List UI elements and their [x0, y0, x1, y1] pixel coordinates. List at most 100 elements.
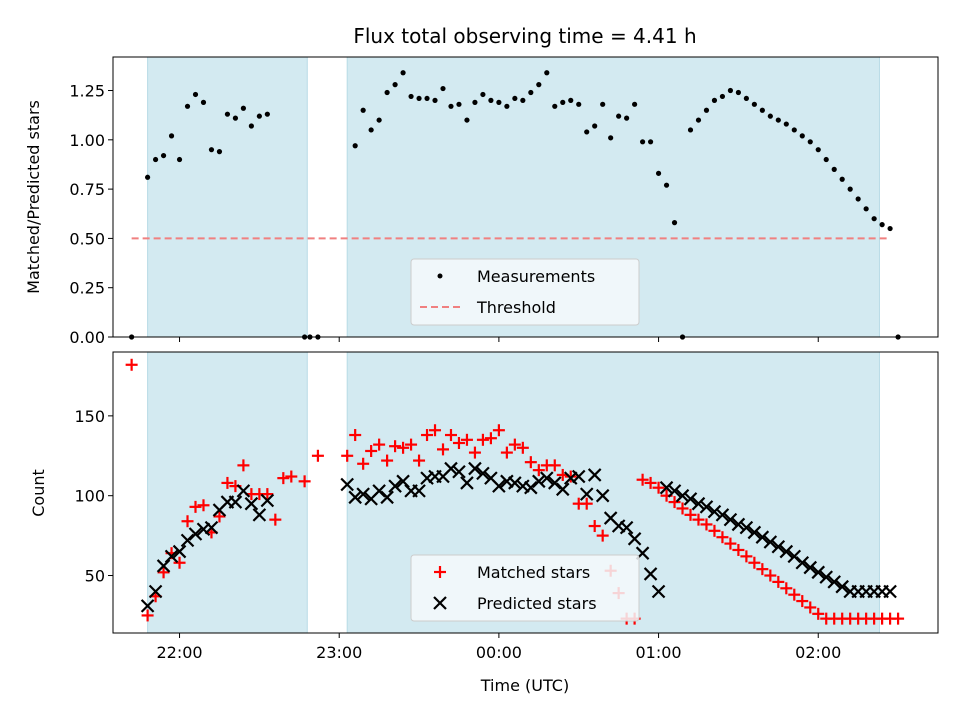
- y-tick-label: 0.50: [69, 229, 105, 248]
- chart-title: Flux total observing time = 4.41 h: [353, 24, 696, 48]
- measurement-point: [759, 107, 765, 113]
- predicted-star-point: [731, 517, 746, 532]
- matched-star-point: [197, 499, 210, 512]
- matched-star-point: [452, 437, 465, 450]
- matched-star-point: [189, 500, 202, 513]
- top-y-ticks: 0.00 0.25 0.50 0.75 1.00 1.25: [69, 82, 113, 347]
- measurement-point: [600, 101, 606, 107]
- bottom-plot-panel: 50 100 150 22:00 23:00 00:00 01:00 02:00 Count…: [29, 351, 939, 695]
- x-tick-label: 22:00: [156, 643, 202, 662]
- bottom-legend: Matched stars Predicted stars: [410, 554, 640, 622]
- predicted-stars-points: [140, 461, 897, 613]
- top-axes-frame: [112, 56, 939, 338]
- measurement-point: [624, 115, 630, 121]
- predicted-star-point: [787, 549, 802, 564]
- measurement-point: [512, 95, 518, 102]
- matched-stars-points: [125, 358, 905, 625]
- top-plot-panel: 0.00 0.25 0.50 0.75 1.00 1.25 Matched/Predict…: [24, 56, 939, 347]
- predicted-star-point: [579, 487, 594, 501]
- matched-star-point: [444, 429, 457, 442]
- measurement-point: [408, 93, 414, 100]
- matched-star-point: [397, 441, 410, 454]
- measurement-point: [727, 87, 734, 94]
- measurement-point: [208, 147, 215, 153]
- measurement-point: [855, 196, 861, 202]
- measurement-point: [767, 113, 773, 119]
- measurement-point: [472, 99, 478, 105]
- matched-star-point: [892, 612, 905, 625]
- predicted-star-point: [819, 570, 834, 584]
- predicted-star-point: [476, 466, 490, 481]
- matched-star-point: [804, 601, 817, 614]
- predicted-star-point: [420, 471, 434, 485]
- measurement-point: [384, 89, 390, 96]
- predicted-star-point: [540, 471, 554, 485]
- predicted-star-point: [715, 508, 730, 522]
- measurement-point: [160, 152, 167, 159]
- matched-star-point: [652, 481, 665, 494]
- predicted-star-point: [228, 495, 243, 509]
- measurement-point: [552, 103, 558, 109]
- matched-star-point: [237, 459, 250, 472]
- measurement-point: [152, 156, 159, 163]
- measurement-point: [440, 85, 446, 92]
- measurement-point: [608, 135, 614, 141]
- matched-star-point: [298, 475, 311, 488]
- matched-star-point: [700, 518, 713, 531]
- top-x-ticks: [179, 337, 819, 342]
- predicted-star-point: [524, 480, 538, 495]
- matched-star-point: [580, 497, 593, 510]
- predicted-star-point: [691, 496, 706, 511]
- measurement-point: [807, 139, 813, 145]
- matched-star-point: [764, 569, 777, 582]
- matched-star-point: [636, 473, 649, 486]
- predicted-star-point: [755, 530, 770, 544]
- measurement-point: [448, 103, 454, 109]
- predicted-star-point: [380, 490, 394, 505]
- measurement-point: [456, 101, 462, 107]
- shaded-region: [147, 56, 308, 338]
- matched-star-point: [724, 537, 737, 550]
- measurement-point: [751, 101, 757, 107]
- bottom-y-axis-label: Count: [29, 469, 48, 517]
- matched-star-point: [269, 513, 282, 526]
- matched-star-point: [516, 441, 529, 454]
- predicted-star-point: [164, 549, 179, 564]
- legend-matched-label: Matched stars: [477, 563, 590, 582]
- predicted-star-point: [156, 559, 171, 573]
- matched-star-point: [460, 433, 473, 446]
- top-legend: Measurements Threshold: [410, 258, 640, 326]
- predicted-star-point: [140, 599, 155, 613]
- matched-star-point: [564, 470, 577, 483]
- matched-star-point: [748, 556, 761, 569]
- predicted-star-point: [492, 479, 506, 493]
- predicted-star-point: [468, 461, 482, 476]
- measurement-point: [368, 127, 374, 133]
- legend-predicted-label: Predicted stars: [477, 594, 597, 613]
- predicted-star-point: [396, 474, 410, 489]
- matched-star-point: [341, 449, 354, 462]
- predicted-star-point: [244, 496, 259, 511]
- predicted-star-point: [667, 484, 682, 498]
- predicted-star-point: [651, 584, 666, 599]
- measurement-point: [711, 97, 718, 103]
- y-tick-label: 0.75: [69, 180, 105, 199]
- predicted-star-point: [555, 482, 570, 497]
- y-tick-label: 50: [85, 567, 105, 586]
- matched-star-point: [381, 454, 394, 467]
- measurement-point: [799, 133, 805, 139]
- matched-star-point: [668, 496, 681, 509]
- measurement-point: [703, 107, 710, 113]
- matched-star-point: [788, 588, 801, 601]
- matched-star-point: [349, 429, 362, 442]
- predicted-star-point: [188, 527, 203, 541]
- predicted-star-point: [460, 476, 474, 490]
- y-tick-label: 1.25: [69, 82, 105, 101]
- predicted-star-point: [699, 500, 714, 514]
- measurement-point: [528, 89, 534, 96]
- measurement-point: [568, 97, 574, 103]
- y-tick-label: 150: [74, 407, 105, 426]
- matched-star-point: [524, 456, 537, 469]
- matched-star-point: [405, 438, 418, 451]
- legend-predicted-marker: [433, 596, 447, 610]
